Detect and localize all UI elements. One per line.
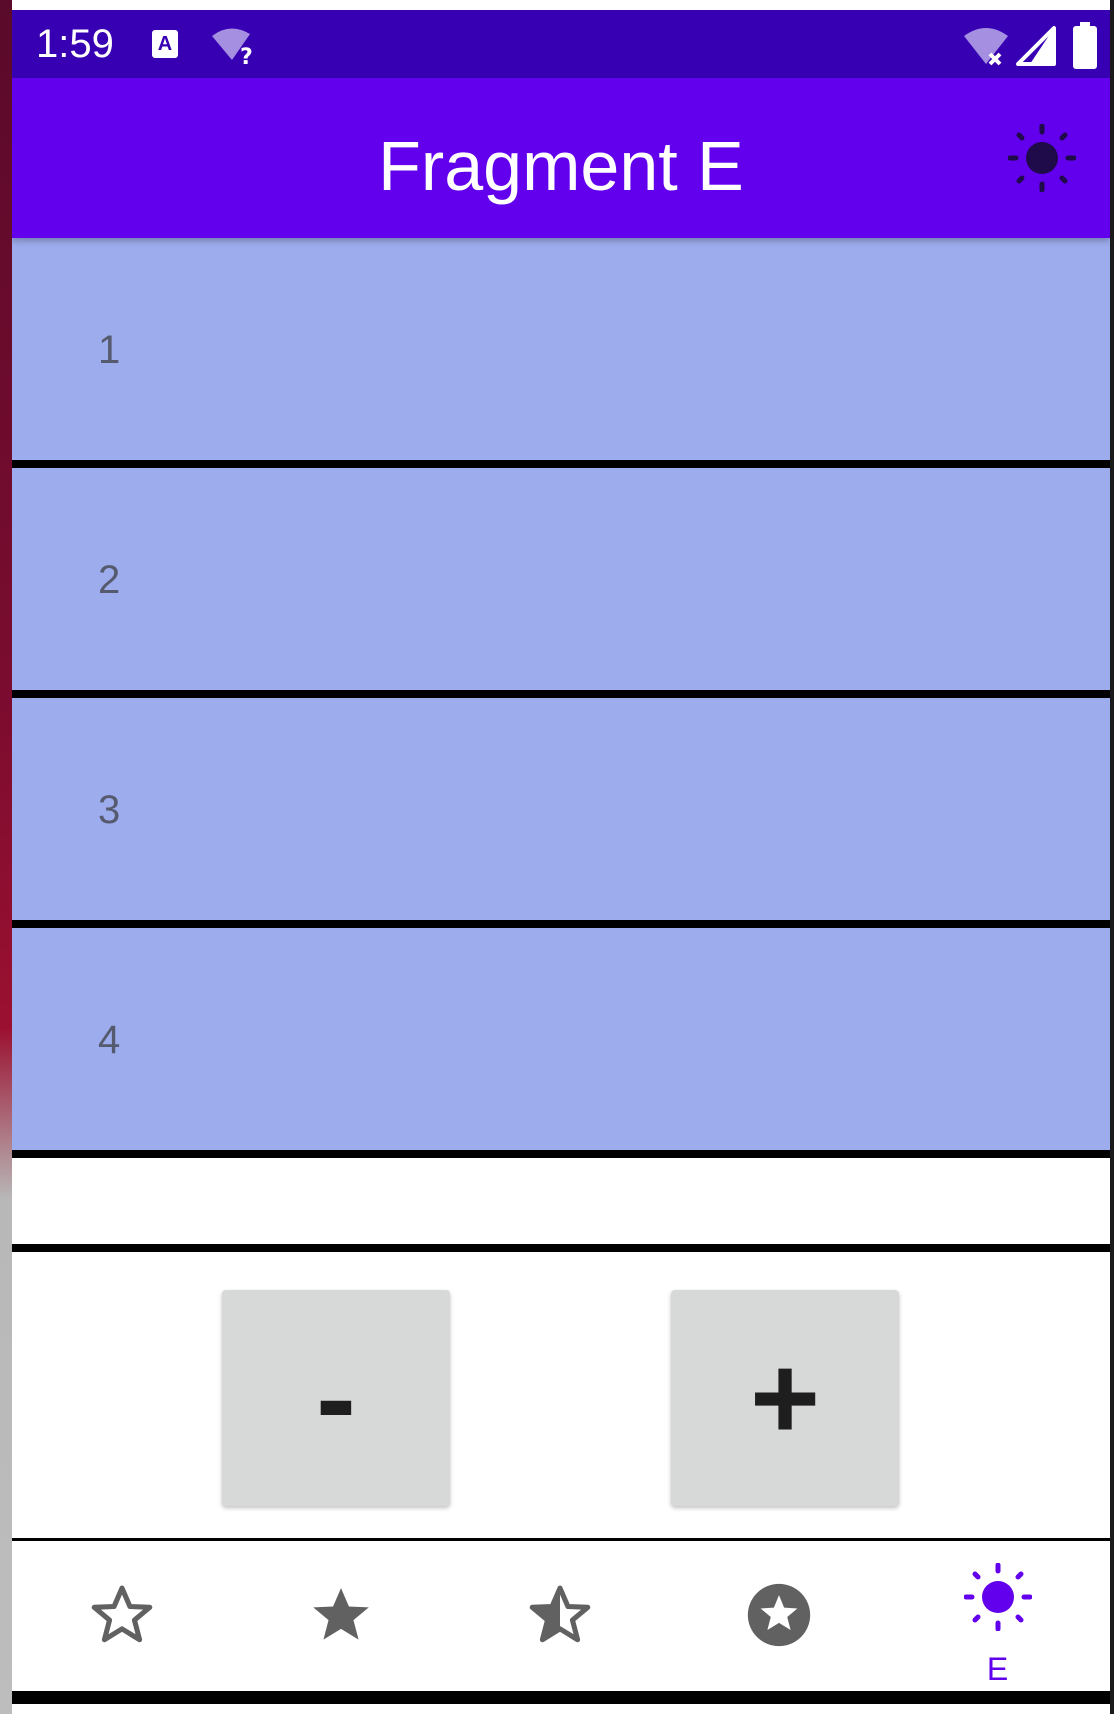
page-title: Fragment E <box>378 127 744 205</box>
nav-item-label: E <box>986 1651 1009 1687</box>
wifi-off-icon <box>964 28 1008 66</box>
status-bar: 1:59 A ? <box>12 10 1110 78</box>
bottom-navigation: E <box>12 1541 1110 1691</box>
background-right-edge <box>1110 0 1114 1714</box>
list-item[interactable]: 1 <box>12 238 1110 460</box>
increment-button[interactable]: + <box>671 1290 899 1506</box>
phone-screen: 1:59 A ? Fragment E <box>12 10 1110 1704</box>
list-divider <box>12 460 1110 468</box>
nav-item-star-outline[interactable] <box>12 1541 231 1691</box>
bottom-nav-divider <box>12 1538 1110 1541</box>
nav-item-e[interactable]: E <box>888 1541 1107 1691</box>
battery-icon <box>1073 22 1097 69</box>
background-left-edge <box>0 0 12 1714</box>
list-item-label: 2 <box>98 558 121 602</box>
sun-icon <box>963 1563 1032 1631</box>
list-item[interactable]: 3 <box>12 698 1110 920</box>
star-half-icon <box>529 1585 590 1643</box>
nav-item-star-filled[interactable] <box>231 1541 450 1691</box>
list-item[interactable]: 4 <box>12 928 1110 1150</box>
text-a-icon: A <box>152 30 178 58</box>
status-time: 1:59 <box>36 22 114 66</box>
list-divider <box>12 1244 1110 1252</box>
system-bottom-bar <box>12 1691 1110 1704</box>
list-item[interactable]: 2 <box>12 468 1110 690</box>
list-divider <box>12 690 1110 698</box>
star-outline-icon <box>91 1585 152 1643</box>
nav-item-star-circle[interactable] <box>669 1541 888 1691</box>
list-item-label: 3 <box>98 788 121 832</box>
list-divider <box>12 1150 1110 1158</box>
app-bar: Fragment E <box>12 78 1110 238</box>
star-filled-icon <box>312 1588 369 1640</box>
svg-text:?: ? <box>240 45 253 66</box>
decrement-button[interactable]: - <box>222 1290 450 1506</box>
sun-icon[interactable] <box>1008 124 1076 192</box>
list-divider <box>12 920 1110 928</box>
wifi-question-icon: ? <box>212 28 253 66</box>
signal-icon <box>1016 26 1056 66</box>
top-strip <box>12 0 1110 10</box>
list-item-label: 4 <box>98 1018 121 1062</box>
nav-item-star-half[interactable] <box>450 1541 669 1691</box>
list-item-label: 1 <box>98 328 121 372</box>
star-circle-icon <box>747 1583 810 1647</box>
list-item-empty <box>12 1158 1110 1244</box>
